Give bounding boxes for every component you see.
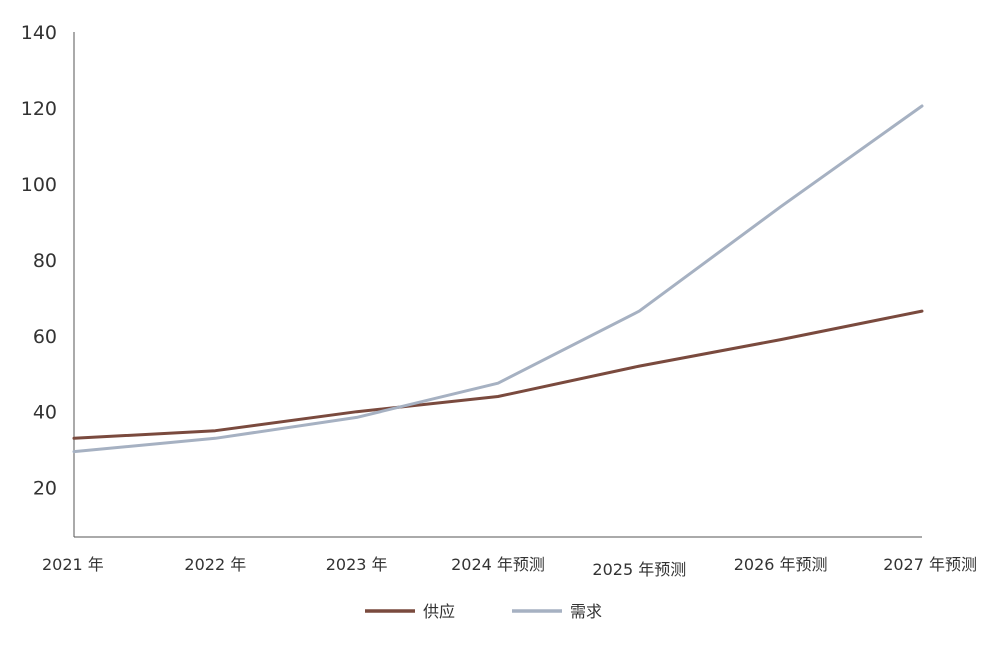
x-tick-label: 2022 年	[184, 555, 246, 574]
series-line-supply	[72, 309, 924, 440]
x-tick-label: 2021 年	[42, 555, 104, 574]
legend-label: 需求	[570, 602, 602, 621]
y-tick-label: 120	[21, 98, 57, 120]
x-axis-ticks: 2021 年 2022 年 2023 年 2024 年预测 2025 年预测 2026 年…	[42, 555, 977, 579]
y-tick-label: 60	[33, 326, 57, 348]
series-lines	[72, 104, 924, 454]
x-tick-label: 2027 年预测	[883, 555, 977, 574]
x-tick-label: 2023 年	[326, 555, 388, 574]
y-tick-label: 100	[21, 174, 57, 196]
series-line-demand	[72, 104, 924, 454]
y-tick-label: 80	[33, 250, 57, 272]
x-tick-label: 2024 年预测	[451, 555, 545, 574]
y-tick-label: 20	[33, 478, 57, 500]
y-tick-label: 140	[21, 22, 57, 44]
x-tick-label: 2025 年预测	[592, 560, 686, 579]
y-tick-label: 40	[33, 402, 57, 424]
x-tick-label: 2026 年预测	[734, 555, 828, 574]
legend-label: 供应	[423, 602, 455, 621]
legend: 供应 需求	[365, 602, 602, 621]
y-axis-ticks: 140 120 100 80 60 40 20	[21, 22, 57, 500]
